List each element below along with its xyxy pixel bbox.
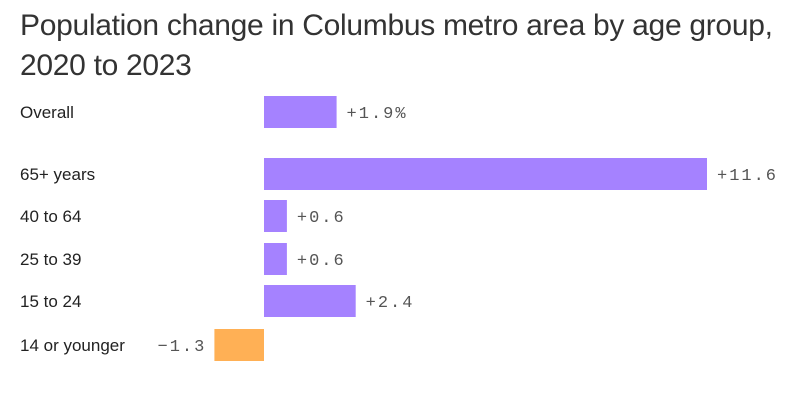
category-label-40-to-64: 40 to 64 — [20, 207, 81, 226]
bar-65-years — [264, 158, 707, 190]
bar-14-or-younger — [214, 329, 264, 361]
bar-40-to-64 — [264, 200, 287, 232]
bar-25-to-39 — [264, 243, 287, 275]
value-label-14-or-younger: −1.3 — [158, 338, 207, 357]
value-label-overall: +1.9% — [347, 105, 408, 124]
bar-overall — [264, 96, 337, 128]
category-label-14-or-younger: 14 or younger — [20, 336, 125, 355]
category-label-25-to-39: 25 to 39 — [20, 250, 81, 269]
category-label-65-years: 65+ years — [20, 165, 95, 184]
chart-title: Population change in Columbus metro area… — [20, 9, 773, 82]
value-label-15-to-24: +2.4 — [366, 294, 415, 313]
category-label-overall: Overall — [20, 103, 74, 122]
value-label-65-years: +11.6 — [717, 167, 778, 186]
value-label-25-to-39: +0.6 — [297, 252, 346, 271]
bar-15-to-24 — [264, 285, 356, 317]
value-label-40-to-64: +0.6 — [297, 209, 346, 228]
category-label-15-to-24: 15 to 24 — [20, 292, 81, 311]
